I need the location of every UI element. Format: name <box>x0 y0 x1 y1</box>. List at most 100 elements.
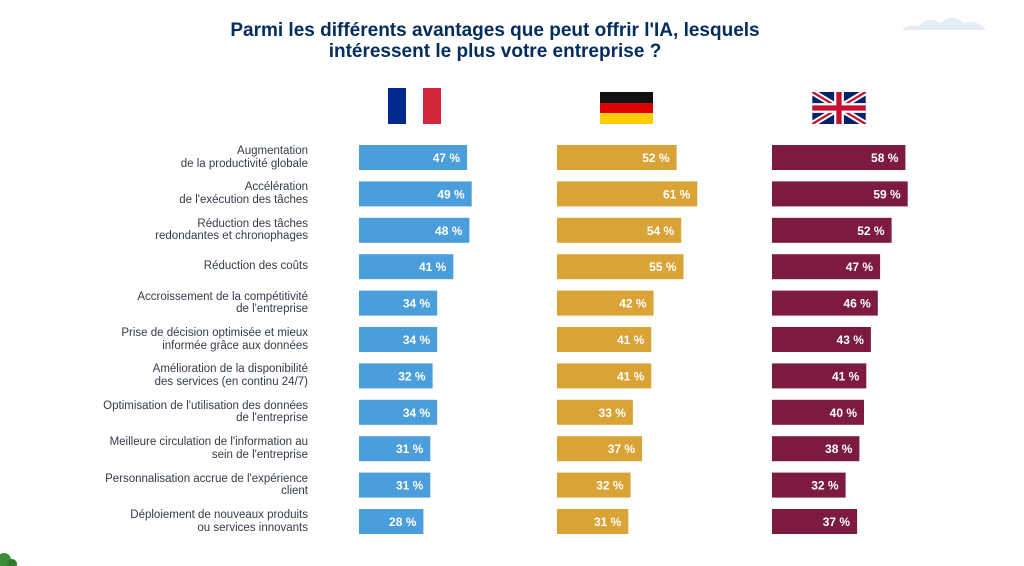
bar-uk <box>772 472 846 498</box>
bar-uk <box>772 290 878 316</box>
category-label-line: Réduction des coûts <box>203 260 308 273</box>
category-label: Accélération de l'exécution des tâches <box>40 181 308 206</box>
bar-fr <box>359 254 454 280</box>
category-label-line: Amélioration de la disponibilité <box>152 363 308 376</box>
france-flag-icon <box>388 88 441 124</box>
category-label-line: de l'entreprise <box>236 412 308 425</box>
data-label-fr: 34 % <box>403 406 431 420</box>
bar-de <box>557 327 652 352</box>
data-label-uk: 59 % <box>873 187 901 201</box>
category-label: Amélioration de la disponibilité des serv… <box>40 363 308 388</box>
data-label-fr: 32 % <box>398 369 426 383</box>
data-label-uk: 43 % <box>837 333 865 347</box>
data-label-de: 55 % <box>649 260 677 274</box>
bar-de <box>557 509 629 534</box>
category-label-line: Réduction des tâches <box>197 217 308 230</box>
data-label-de: 41 % <box>617 369 645 383</box>
data-label-de: 31 % <box>594 515 622 529</box>
category-label-line: de la productivité globale <box>180 157 308 170</box>
data-label-fr: 47 % <box>433 151 461 165</box>
category-label-line: de l'entreprise <box>236 303 308 316</box>
data-label-de: 33 % <box>599 406 627 420</box>
plant-decoration-icon <box>0 553 17 566</box>
category-label: Déploiement de nouveaux produits ou servi… <box>40 509 308 534</box>
germany-flag-icon <box>600 92 653 124</box>
category-label-line: redondantes et chronophages <box>155 230 308 243</box>
bar-de <box>557 290 654 316</box>
data-label-fr: 28 % <box>389 515 417 529</box>
bar-uk <box>772 509 858 534</box>
category-label: Accroissement de la compétitivité de l'en… <box>40 291 308 316</box>
bar-fr <box>359 145 468 170</box>
category-label: Réduction des coûts <box>40 260 308 273</box>
bar-fr <box>359 399 438 425</box>
bar-fr <box>359 181 472 207</box>
category-label-line: Accélération <box>244 181 308 194</box>
data-label-fr: 34 % <box>403 333 431 347</box>
data-label-fr: 31 % <box>396 479 424 493</box>
data-label-uk: 58 % <box>871 151 899 165</box>
data-label-fr: 31 % <box>396 442 424 456</box>
data-label-uk: 40 % <box>830 406 858 420</box>
data-label-uk: 32 % <box>811 479 839 493</box>
data-label-uk: 52 % <box>857 224 885 238</box>
bar-fr <box>359 436 431 462</box>
data-label-de: 52 % <box>642 151 670 165</box>
bar-de <box>557 472 631 498</box>
data-label-de: 41 % <box>617 333 645 347</box>
bar-uk <box>772 145 906 170</box>
bar-de <box>557 217 682 243</box>
data-label-fr: 41 % <box>419 260 447 274</box>
bar-de <box>557 399 633 425</box>
category-label-line: Meilleure circulation de l'information a… <box>109 436 308 449</box>
data-label-de: 61 % <box>663 187 691 201</box>
bar-fr <box>359 217 470 243</box>
bar-fr <box>359 509 424 534</box>
bar-de <box>557 181 698 207</box>
bar-fr <box>359 472 431 498</box>
bar-de <box>557 363 652 389</box>
bar-de <box>557 145 677 170</box>
category-label-line: client <box>281 485 308 498</box>
bar-de <box>557 436 643 462</box>
bar-fr <box>359 327 438 352</box>
category-label-line: Prise de décision optimisée et mieux <box>121 327 308 339</box>
category-label: Personnalisation accrue de l'expérience c… <box>40 473 308 498</box>
category-label-line: Personnalisation accrue de l'expérience <box>105 472 308 485</box>
data-label-fr: 49 % <box>437 187 465 201</box>
data-label-de: 54 % <box>647 224 675 238</box>
data-label-uk: 41 % <box>832 369 860 383</box>
category-label: Prise de décision optimisée et mieux info… <box>40 327 308 352</box>
bar-fr <box>359 363 433 389</box>
category-label: Augmentation de la productivité globale <box>40 145 308 170</box>
chart-title: Parmi les différents avantages que peut … <box>0 20 990 62</box>
category-label-line: de l'exécution des tâches <box>179 193 308 206</box>
title-line-1: Parmi les différents avantages que peut … <box>230 20 760 41</box>
bar-de <box>557 254 684 280</box>
data-label-de: 32 % <box>596 479 624 493</box>
data-label-uk: 46 % <box>843 297 871 311</box>
data-label-uk: 37 % <box>823 515 851 529</box>
bar-uk <box>772 217 892 243</box>
category-label-line: sein de l'entreprise <box>211 448 308 461</box>
bar-uk <box>772 327 871 352</box>
bar-uk <box>772 181 908 207</box>
category-label-line: Augmentation <box>237 145 308 157</box>
category-label-line: Optimisation de l'utilisation des donnée… <box>103 399 308 412</box>
data-label-fr: 34 % <box>403 297 431 311</box>
category-label: Réduction des tâches redondantes et chron… <box>40 218 308 243</box>
bar-uk <box>772 399 864 425</box>
data-label-uk: 47 % <box>846 260 874 274</box>
data-label-de: 37 % <box>608 442 636 456</box>
category-label-line: des services (en continu 24/7) <box>154 375 308 388</box>
data-label-fr: 48 % <box>435 224 463 238</box>
title-line-2: intéressent le plus votre entreprise ? <box>328 41 662 62</box>
category-label: Optimisation de l'utilisation des donnée… <box>40 400 308 425</box>
category-label-line: Accroissement de la compétitivité <box>137 290 308 303</box>
data-label-de: 42 % <box>619 297 647 311</box>
uk-flag-icon <box>812 92 866 124</box>
data-label-uk: 38 % <box>825 442 853 456</box>
bar-uk <box>772 363 867 389</box>
cloud-decoration-icon <box>902 18 986 30</box>
